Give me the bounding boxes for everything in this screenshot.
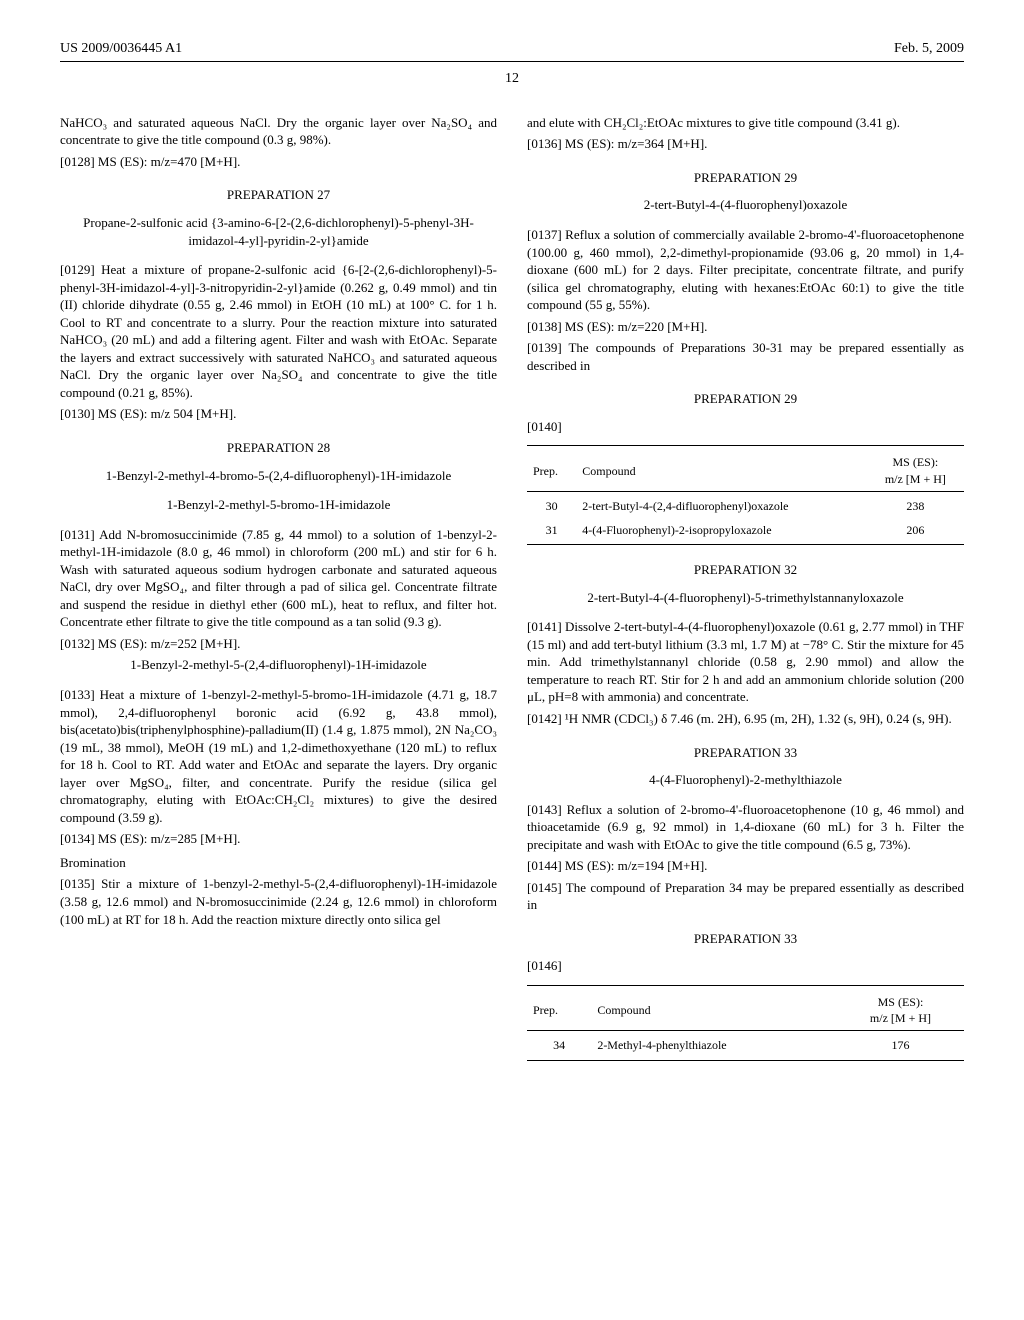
para-0132: [0132] MS (ES): m/z=252 [M+H]. (60, 635, 497, 653)
para-0128: [0128] MS (ES): m/z=470 [M+H]. (60, 153, 497, 171)
table2-r1-c2: 2-Methyl-4-phenylthiazole (591, 1033, 837, 1057)
bromination-heading: Bromination (60, 854, 497, 872)
para-0136: [0136] MS (ES): m/z=364 [M+H]. (527, 135, 964, 153)
para-0142: [0142] ¹H NMR (CDCl₃) δ 7.46 (m. 2H), 6.… (527, 710, 964, 728)
table2-header-prep: Prep. (527, 990, 591, 1031)
table1-r2-c3: 206 (867, 518, 964, 542)
prep-29-title: PREPARATION 29 (527, 169, 964, 187)
continuation-right: and elute with CH₂Cl₂:EtOAc mixtures to … (527, 114, 964, 132)
prep-29-title-2: PREPARATION 29 (527, 390, 964, 408)
table-row: 31 4-(4-Fluorophenyl)-2-isopropyloxazole… (527, 518, 964, 542)
right-column: and elute with CH₂Cl₂:EtOAc mixtures to … (527, 114, 964, 1075)
prep-27-title: PREPARATION 27 (60, 186, 497, 204)
table2-header-ms: MS (ES): m/z [M + H] (837, 990, 964, 1031)
table-row: 34 2-Methyl-4-phenylthiazole 176 (527, 1033, 964, 1057)
text-columns: NaHCO₃ and saturated aqueous NaCl. Dry t… (60, 114, 964, 1075)
para-0146: [0146] (527, 957, 964, 975)
para-0140: [0140] (527, 418, 964, 436)
para-0137: [0137] Reflux a solution of commercially… (527, 226, 964, 314)
page-number: 12 (60, 70, 964, 89)
para-0131: [0131] Add N-bromosuccinimide (7.85 g, 4… (60, 526, 497, 631)
doc-date: Feb. 5, 2009 (894, 40, 964, 59)
prep-28-sub2: 1-Benzyl-2-methyl-5-(2,4-difluorophenyl)… (60, 656, 497, 674)
prep-28-sub1: 1-Benzyl-2-methyl-5-bromo-1H-imidazole (60, 496, 497, 514)
table-row: 30 2-tert-Butyl-4-(2,4-difluorophenyl)ox… (527, 494, 964, 518)
prep-27-compound: Propane-2-sulfonic acid {3-amino-6-[2-(2… (60, 214, 497, 249)
table1-r1-c3: 238 (867, 494, 964, 518)
table2-r1-c3: 176 (837, 1033, 964, 1057)
prep-table-1: Prep. Compound MS (ES): m/z [M + H] 30 2… (527, 445, 964, 545)
table1-r1-c2: 2-tert-Butyl-4-(2,4-difluorophenyl)oxazo… (576, 494, 866, 518)
table1-header-compound: Compound (576, 450, 866, 491)
para-0130: [0130] MS (ES): m/z 504 [M+H]. (60, 405, 497, 423)
doc-number: US 2009/0036445 A1 (60, 40, 182, 59)
para-0129: [0129] Heat a mixture of propane-2-sulfo… (60, 261, 497, 401)
page-header: US 2009/0036445 A1 Feb. 5, 2009 (60, 40, 964, 62)
para-0143: [0143] Reflux a solution of 2-bromo-4'-f… (527, 801, 964, 854)
table1-header-ms: MS (ES): m/z [M + H] (867, 450, 964, 491)
table1-r2-c2: 4-(4-Fluorophenyl)-2-isopropyloxazole (576, 518, 866, 542)
prep-32-compound: 2-tert-Butyl-4-(4-fluorophenyl)-5-trimet… (527, 589, 964, 607)
para-0135: [0135] Stir a mixture of 1-benzyl-2-meth… (60, 875, 497, 928)
prep-29-compound: 2-tert-Butyl-4-(4-fluorophenyl)oxazole (527, 196, 964, 214)
prep-33-compound: 4-(4-Fluorophenyl)-2-methylthiazole (527, 771, 964, 789)
prep-32-title: PREPARATION 32 (527, 561, 964, 579)
table1-header-prep: Prep. (527, 450, 576, 491)
para-0134: [0134] MS (ES): m/z=285 [M+H]. (60, 830, 497, 848)
prep-table-2: Prep. Compound MS (ES): m/z [M + H] 34 2… (527, 985, 964, 1061)
para-0145: [0145] The compound of Preparation 34 ma… (527, 879, 964, 914)
para-0138: [0138] MS (ES): m/z=220 [M+H]. (527, 318, 964, 336)
prep-33-title: PREPARATION 33 (527, 744, 964, 762)
table1-r2-c1: 31 (527, 518, 576, 542)
para-0141: [0141] Dissolve 2-tert-butyl-4-(4-fluoro… (527, 618, 964, 706)
para-0133: [0133] Heat a mixture of 1-benzyl-2-meth… (60, 686, 497, 826)
left-column: NaHCO₃ and saturated aqueous NaCl. Dry t… (60, 114, 497, 1075)
table2-header-compound: Compound (591, 990, 837, 1031)
prep-33-title-2: PREPARATION 33 (527, 930, 964, 948)
table2-r1-c1: 34 (527, 1033, 591, 1057)
para-0139: [0139] The compounds of Preparations 30-… (527, 339, 964, 374)
para-0144: [0144] MS (ES): m/z=194 [M+H]. (527, 857, 964, 875)
prep-28-title: PREPARATION 28 (60, 439, 497, 457)
prep-28-compound: 1-Benzyl-2-methyl-4-bromo-5-(2,4-difluor… (60, 467, 497, 485)
continuation-text: NaHCO₃ and saturated aqueous NaCl. Dry t… (60, 114, 497, 149)
table1-r1-c1: 30 (527, 494, 576, 518)
